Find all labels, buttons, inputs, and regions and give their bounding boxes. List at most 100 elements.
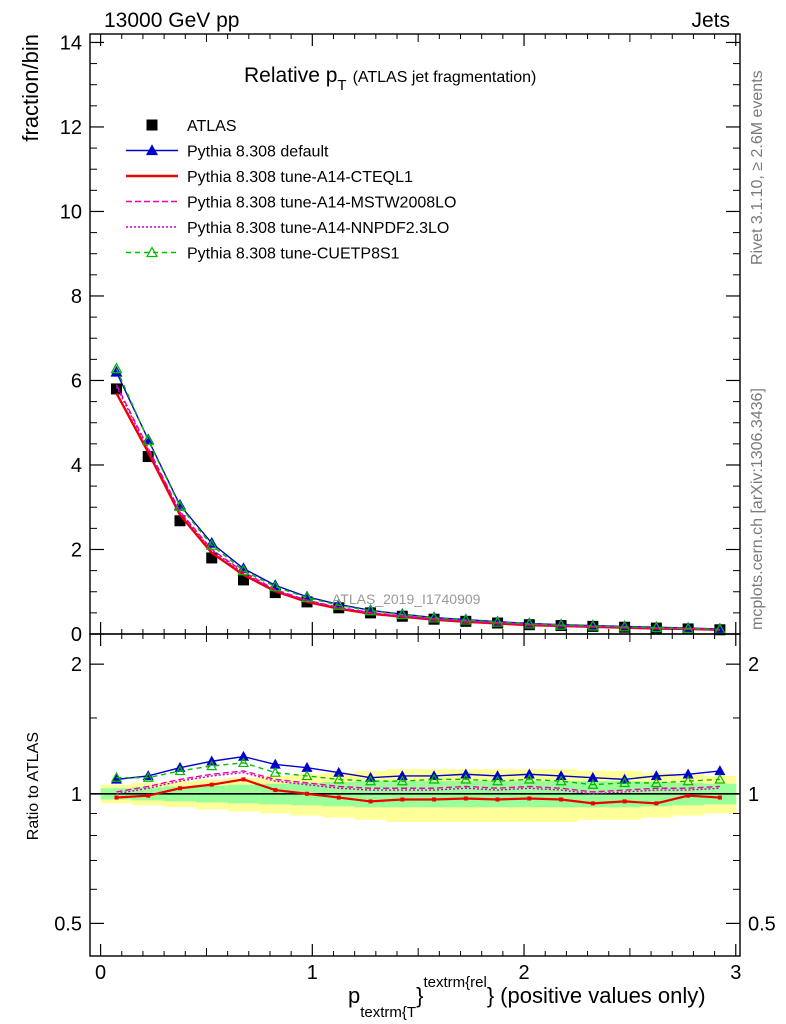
default-ratio-marker [682,768,694,779]
cuetp8s1-top-marker [332,599,345,610]
legend-label-cteql1: Pythia 8.308 tune-A14-CTEQL1 [187,169,413,186]
cuetp8s1-ratio-marker [365,775,377,786]
plot-title-main: Relative p [244,64,337,87]
atlas-data-point [110,383,122,395]
cuetp8s1-ratio-marker [142,771,154,782]
cuetp8s1-top-marker [396,608,409,620]
legend-marker-default [145,144,159,156]
legend-label-cuetp8s1: Pythia 8.308 tune-CUETP8S1 [187,246,400,263]
cuetp8s1-top-marker [428,611,441,623]
cuetp8s1-ratio-marker [269,766,281,777]
x-axis-label-brace1: } [416,983,423,1008]
default-ratio-marker [333,766,345,777]
legend-label-nnpdf: Pythia 8.308 tune-A14-NNPDF2.3LO [187,220,449,237]
cuetp8s1-ratio-marker [555,775,567,786]
default-top-marker [110,365,123,377]
cuetp8s1-top-marker [269,580,282,592]
cuetp8s1-ratio-marker [206,760,218,771]
legend-marker-cuetp8s1 [145,246,159,258]
cuetp8s1-ratio-marker [333,773,345,784]
cteql1-ratio-marker [400,797,405,802]
cteql1-ratio-marker [432,797,437,802]
cuetp8s1-ratio-marker [619,777,631,788]
cteql1-ratio-marker [209,782,214,787]
x-tick-label: 0 [95,962,106,984]
nnpdf-top-line [115,386,720,631]
default-ratio-marker [714,765,726,776]
x-axis-label-sup: textrm{rel [423,974,486,991]
legend-label-mstw: Pythia 8.308 tune-A14-MSTW2008LO [187,195,456,212]
analysis-watermark: ATLAS_2019_I1740909 [332,591,481,607]
cteql1-ratio-marker [241,777,246,782]
atlas-data-point [206,552,218,564]
top-y-tick-label: 10 [60,201,82,223]
top-y-tick-label: 0 [71,624,82,646]
cuetp8s1-ratio-marker [301,770,313,781]
cuetp8s1-ratio-marker [714,773,726,784]
ratio-y-tick-label-right: 0.5 [748,913,776,935]
atlas-data-point [238,574,250,586]
cuetp8s1-top-marker [618,620,631,632]
atlas-data-point [142,451,154,463]
cuetp8s1-top-marker [459,613,472,625]
cuetp8s1-top-marker [650,621,663,633]
top-y-tick-label: 12 [60,117,82,139]
top-y-tick-label: 8 [71,286,82,308]
cteql1-ratio-marker [654,801,659,806]
x-tick-label: 1 [307,962,318,984]
cuetp8s1-ratio-line [116,762,720,786]
header-left: 13000 GeV pp [104,9,239,32]
cuetp8s1-top-marker [142,434,155,446]
plot-title-sub: T [337,77,346,94]
x-tick-label: 3 [730,962,741,984]
cuetp8s1-ratio-marker [587,778,599,789]
top-ylabel: fraction/bin [18,34,43,142]
cuetp8s1-ratio-marker [396,775,408,786]
cuetp8s1-ratio-marker [460,773,472,784]
ratio-ylabel: Ratio to ATLAS [25,732,42,840]
default-ratio-line [116,755,720,781]
x-axis-label-p: p [348,983,360,1008]
ratio-y-tick-label-left: 1 [71,784,82,806]
cteql1-ratio-marker [463,796,468,801]
x-axis-label-sub: textrm{T [360,1004,416,1021]
cuetp8s1-ratio-marker [110,771,122,782]
side-text-bottom: mcplots.cern.ch [arXiv:1306.3436] [749,388,766,630]
cuetp8s1-ratio-marker [650,777,662,788]
ratio-y-tick-label-right: 1 [748,784,759,806]
ratio-y-tick-label-left: 0.5 [54,913,82,935]
nnpdf-ratio-line [116,771,720,795]
cteql1-ratio-marker [177,786,182,791]
cteql1-ratio-marker [686,793,691,798]
cuetp8s1-top-marker [237,564,250,576]
ratio-y-tick-label-left: 2 [71,654,82,676]
cteql1-ratio-marker [336,795,341,800]
legend-label-atlas: ATLAS [187,118,237,135]
cuetp8s1-top-marker [300,591,314,603]
default-ratio-marker [237,750,250,761]
atlas-data-point [174,515,186,527]
cteql1-ratio-marker [559,797,564,802]
legend-marker-atlas [146,119,158,131]
plot-title: Relative pT (ATLAS jet fragmentation) [244,64,536,94]
cuetp8s1-ratio-marker [682,775,694,786]
cuetp8s1-ratio-marker [492,775,504,786]
cuetp8s1-ratio-marker [174,765,186,776]
plot-title-rest: (ATLAS jet fragmentation) [353,69,537,86]
cteql1-ratio-line [116,778,720,805]
cuetp8s1-top-marker [364,604,377,616]
cuetp8s1-top-marker [682,622,695,634]
x-axis-label-rest: (positive values only) [500,983,705,1008]
legend-label-default: Pythia 8.308 default [187,144,329,161]
cteql1-ratio-marker [305,791,310,796]
cuetp8s1-top-marker [586,619,599,631]
cuetp8s1-top-marker [523,617,536,629]
top-y-tick-label: 6 [71,370,82,392]
cuetp8s1-top-marker [555,618,568,630]
ratio-y-tick-label-right: 2 [748,654,759,676]
cuetp8s1-top-marker [110,362,123,374]
top-series-layer [110,362,726,636]
top-y-tick-label: 4 [71,455,82,477]
ratio-series-layer [110,750,726,806]
